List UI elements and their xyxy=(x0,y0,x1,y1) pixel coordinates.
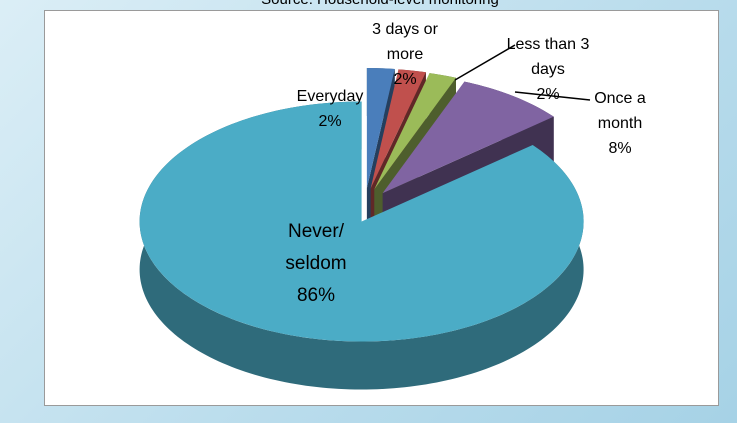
category-label: Once a month xyxy=(594,90,646,132)
category-label: Everyday xyxy=(296,88,364,105)
category-label: Less than 3 days xyxy=(506,36,590,78)
leader-line xyxy=(514,91,591,101)
slice xyxy=(382,81,554,194)
value-label: 2% xyxy=(318,113,342,130)
value-label: 86% xyxy=(296,285,336,306)
data-label: Less than 3 days 2% xyxy=(503,32,593,107)
leader-line xyxy=(454,44,516,81)
slice xyxy=(366,68,395,189)
value-label: 2% xyxy=(536,86,560,103)
category-label: Never/ seldom xyxy=(285,221,347,274)
data-label: Everyday 2% xyxy=(295,84,365,134)
slice xyxy=(370,69,426,189)
category-label: 3 days or more xyxy=(372,21,438,63)
chart-subtitle: Source: Household-level monitoring xyxy=(261,0,499,8)
data-label: Once a month 8% xyxy=(580,86,660,161)
value-label: 2% xyxy=(393,71,417,88)
slice xyxy=(139,101,584,342)
slice xyxy=(374,73,456,190)
data-label: Never/ seldom 86% xyxy=(271,216,361,312)
data-label: 3 days or more 2% xyxy=(365,17,445,92)
value-label: 8% xyxy=(608,140,632,157)
